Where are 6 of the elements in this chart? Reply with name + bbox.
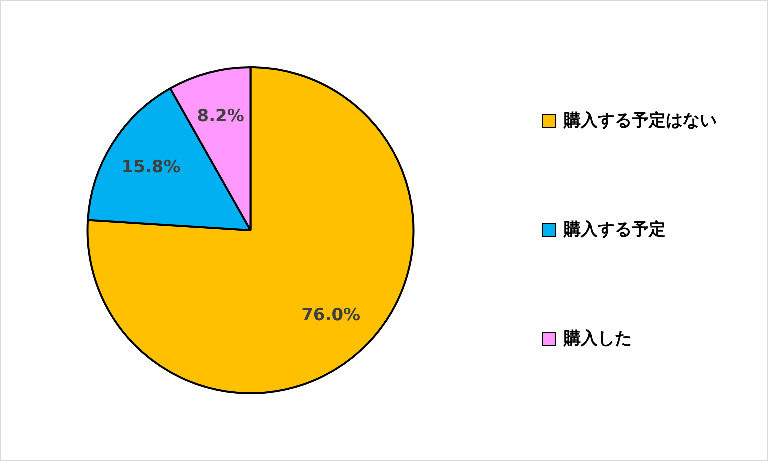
legend-label: 購入した [563, 328, 632, 349]
legend-label: 購入する予定はない [563, 110, 717, 131]
data-label: 76.0% [302, 305, 361, 326]
data-label: 8.2% [197, 106, 244, 126]
legend-label: 購入する予定 [563, 220, 666, 240]
data-label: 15.8% [122, 158, 181, 178]
